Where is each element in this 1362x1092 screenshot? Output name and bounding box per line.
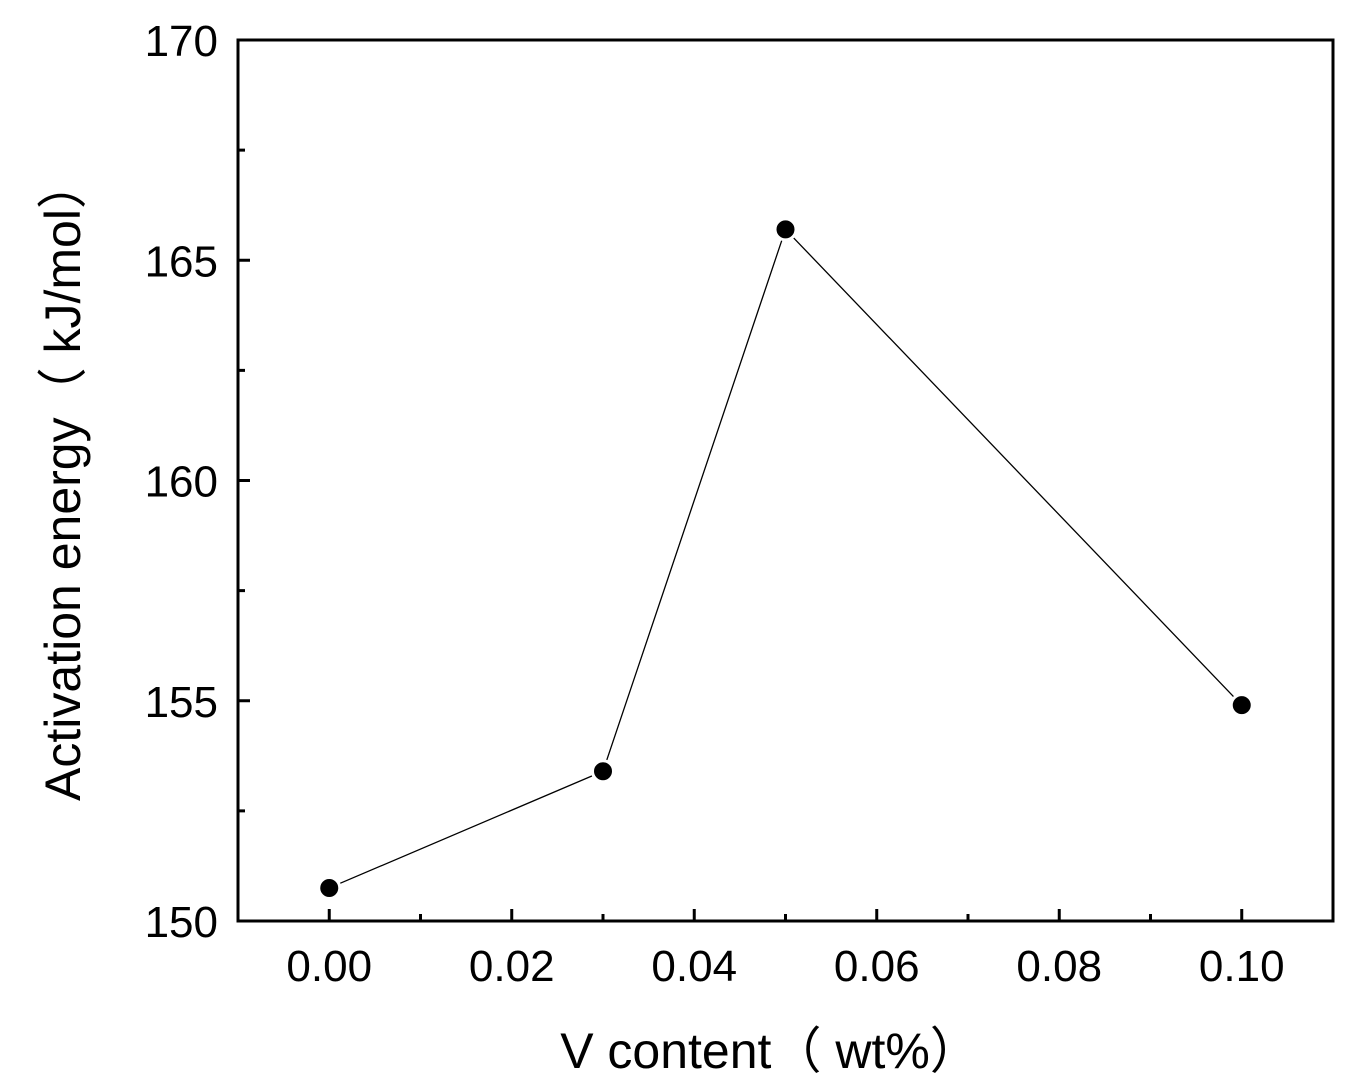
y-tick-label: 150 (145, 898, 218, 947)
data-point (1229, 693, 1254, 718)
data-point (773, 217, 798, 242)
y-tick-label: 170 (145, 17, 218, 66)
x-axis-label: V content（ wt%） (560, 1023, 980, 1079)
y-tick-label: 165 (145, 237, 218, 286)
x-tick-label: 0.10 (1199, 942, 1285, 991)
ticks: 0.00 0.02 0.04 0.06 0.08 0.10 150 155 160 165 170 (145, 17, 1285, 991)
y-axis-label: Activation energy（ kJ/mol） (35, 159, 91, 801)
series-line (328, 228, 1243, 889)
x-tick-label: 0.02 (469, 942, 555, 991)
y-tick-label: 155 (145, 678, 218, 727)
plot-frame (236, 38, 1335, 923)
y-tick-label: 160 (145, 458, 218, 507)
x-tick-label: 0.08 (1016, 942, 1102, 991)
x-tick-label: 0.04 (651, 942, 737, 991)
series (317, 217, 1254, 900)
axes (236, 38, 1335, 923)
x-tick-label: 0.06 (834, 942, 920, 991)
data-point (317, 875, 342, 900)
x-tick-label: 0.00 (286, 942, 372, 991)
data-point (591, 759, 615, 784)
